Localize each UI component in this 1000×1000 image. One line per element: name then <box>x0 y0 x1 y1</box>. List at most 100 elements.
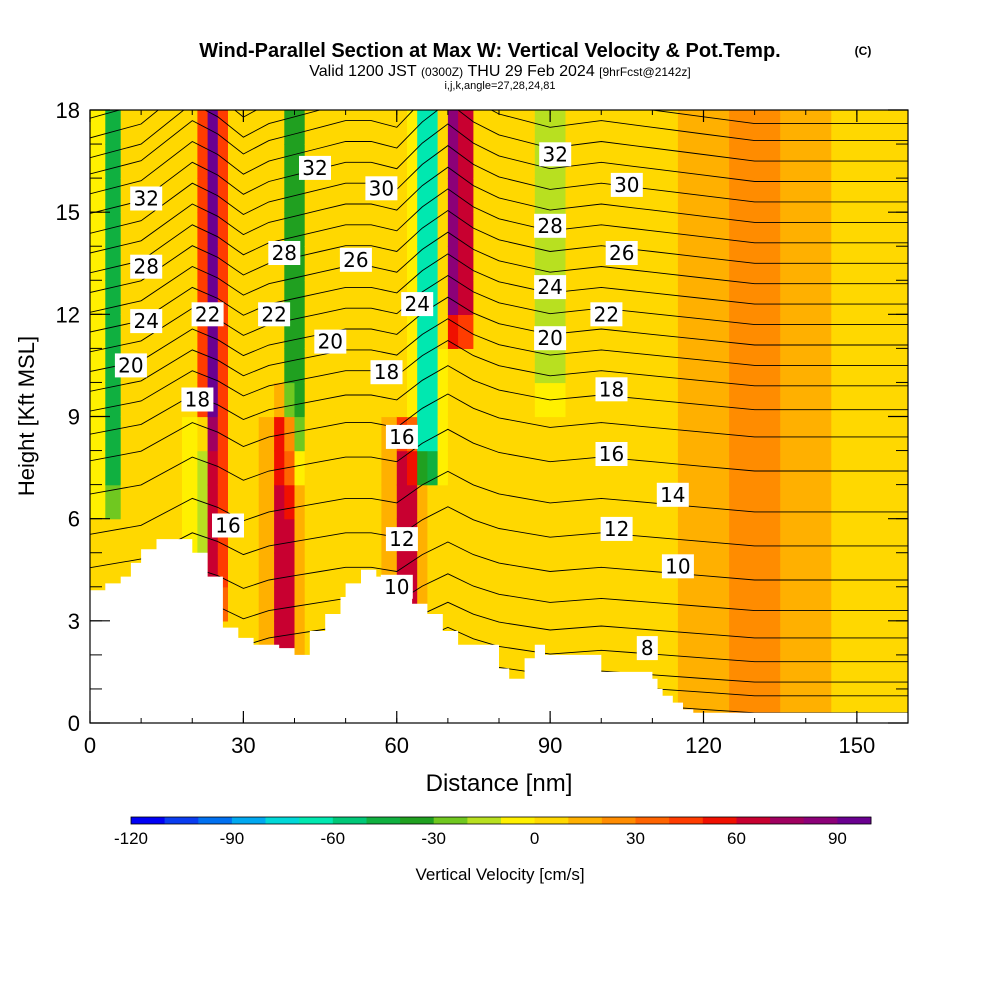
heatmap-cell <box>166 246 183 281</box>
heatmap-cell <box>831 484 858 520</box>
heatmap-cell <box>90 348 106 384</box>
heatmap-cell <box>427 178 439 213</box>
heatmap-cell <box>417 416 428 452</box>
heatmap-cell <box>243 144 260 179</box>
heatmap-cell <box>274 144 285 179</box>
contour-label: 20 <box>114 353 147 378</box>
heatmap-cell <box>601 552 628 588</box>
heatmap-cell <box>652 416 679 452</box>
heatmap-cell <box>447 212 459 247</box>
heatmap-cell <box>407 552 418 588</box>
heatmap-cell <box>120 450 137 486</box>
heatmap-cell <box>366 382 382 418</box>
heatmap-cell <box>320 246 336 281</box>
theta-contour-31 <box>90 110 908 195</box>
heatmap-cell <box>437 144 449 179</box>
heatmap-cell <box>729 484 756 520</box>
heatmap-cell <box>703 110 730 145</box>
colorbar-tick-label: -30 <box>421 829 446 848</box>
heatmap-cell <box>136 450 152 486</box>
contour-label-box <box>181 387 214 412</box>
theta-contour-13 <box>90 573 908 632</box>
heatmap-cell <box>335 518 352 554</box>
colorbar-tick-label: -60 <box>321 829 346 848</box>
heatmap-cell <box>258 178 275 213</box>
heatmap-cell <box>831 416 858 452</box>
contour-label-text: 18 <box>599 377 624 401</box>
heatmap-cell <box>120 212 137 247</box>
heatmap-cell <box>780 382 807 418</box>
heatmap-cell <box>396 450 408 486</box>
heatmap-cell <box>284 484 296 520</box>
heatmap-cell <box>284 178 296 213</box>
heatmap-cell <box>488 246 505 281</box>
heatmap-cell <box>458 416 474 452</box>
heatmap-cell <box>427 348 439 384</box>
heatmap-cell <box>166 212 183 247</box>
heatmap-cell <box>805 552 832 588</box>
contour-label-text: 28 <box>272 241 297 265</box>
contour-label-text: 26 <box>343 248 368 272</box>
contour-label-text: 20 <box>318 330 343 354</box>
contour-label: 10 <box>661 554 694 579</box>
heatmap-cell <box>228 586 244 622</box>
heatmap-cell <box>274 178 285 213</box>
heatmap-cell <box>274 484 285 520</box>
heatmap-cell <box>243 484 260 520</box>
heatmap-cell <box>677 416 705 452</box>
colorbar-swatch <box>501 817 535 824</box>
heatmap-cell <box>831 178 858 213</box>
heatmap-cell <box>284 620 296 656</box>
contour-label: 12 <box>385 527 418 552</box>
heatmap-cell <box>652 450 679 486</box>
heatmap-cell <box>754 586 781 622</box>
heatmap-cell <box>366 450 382 486</box>
heatmap-cell <box>366 518 382 554</box>
heatmap-cell <box>197 178 209 213</box>
heatmap-cell <box>304 280 321 315</box>
heatmap-cell <box>217 552 229 588</box>
contour-label-text: 8 <box>641 636 654 660</box>
heatmap-cell <box>228 144 244 179</box>
colorbar-swatch <box>736 817 771 824</box>
heatmap-cell <box>217 246 229 281</box>
heatmap-cell <box>488 314 505 349</box>
heatmap-cell <box>105 144 122 179</box>
heatmap-cell <box>458 212 474 247</box>
contour-label: 16 <box>385 424 418 449</box>
theta-contour-26 <box>90 209 908 293</box>
colorbar-swatch <box>534 817 569 824</box>
heatmap-cell <box>320 382 336 418</box>
heatmap-cell <box>458 110 474 145</box>
heatmap-cell <box>754 552 781 588</box>
heatmap-cell <box>284 144 296 179</box>
heatmap-cell <box>350 212 367 247</box>
heatmap-cell <box>504 416 520 452</box>
heatmap-cell <box>90 382 106 418</box>
heatmap-cell <box>519 416 536 452</box>
heatmap-cell <box>274 518 285 554</box>
heatmap-cell <box>534 178 551 213</box>
contour-label: 8 <box>636 636 658 661</box>
contour-label-text: 22 <box>594 302 619 326</box>
heatmap-cell <box>473 586 490 622</box>
contour-label-text: 10 <box>384 575 409 599</box>
heatmap-cell <box>417 552 428 588</box>
heatmap-cell <box>217 110 229 145</box>
heatmap-cell <box>136 518 152 554</box>
heatmap-cell <box>207 246 219 281</box>
heatmap-cell <box>831 212 858 247</box>
heatmap-cell <box>754 654 781 690</box>
heatmap-cell <box>473 518 490 554</box>
heatmap-cell <box>320 178 336 213</box>
heatmap-cell <box>519 382 536 418</box>
colorbar-swatch <box>467 817 502 824</box>
heatmap-cell <box>437 552 449 588</box>
heatmap-cell <box>320 280 336 315</box>
heatmap-cell <box>396 110 408 145</box>
heatmap-cell <box>182 484 198 520</box>
heatmap-cell <box>805 382 832 418</box>
contour-label-box <box>130 309 163 334</box>
colorbar-swatch <box>332 817 367 824</box>
heatmap-cell <box>754 484 781 520</box>
